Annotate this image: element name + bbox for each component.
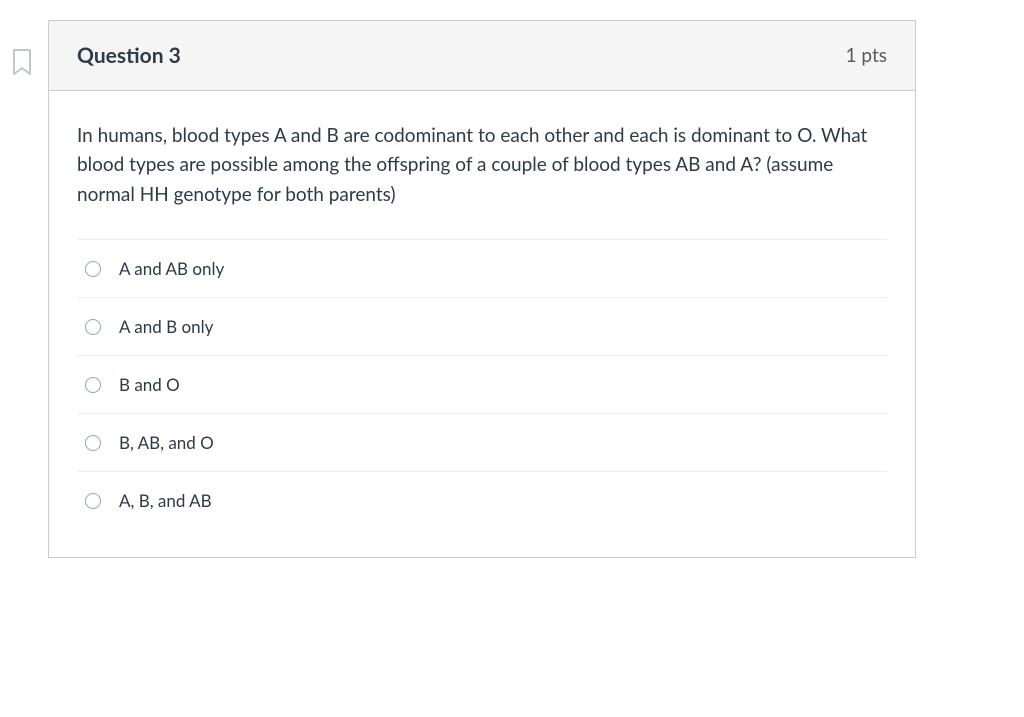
- radio-icon[interactable]: [85, 319, 101, 335]
- answer-option[interactable]: A and AB only: [77, 239, 887, 297]
- answer-label: A and AB only: [119, 258, 224, 279]
- radio-icon[interactable]: [85, 377, 101, 393]
- answer-label: B and O: [119, 374, 180, 395]
- question-title: Question 3: [77, 43, 181, 68]
- question-points: 1 pts: [846, 44, 887, 67]
- answer-label: A, B, and AB: [119, 490, 212, 511]
- answer-label: B, AB, and O: [119, 432, 214, 453]
- radio-icon[interactable]: [85, 493, 101, 509]
- answer-option[interactable]: B and O: [77, 355, 887, 413]
- question-header: Question 3 1 pts: [49, 21, 915, 91]
- question-prompt: In humans, blood types A and B are codom…: [77, 121, 887, 209]
- answer-label: A and B only: [119, 316, 213, 337]
- question-card: Question 3 1 pts In humans, blood types …: [48, 20, 916, 558]
- radio-icon[interactable]: [85, 435, 101, 451]
- answer-list: A and AB only A and B only B and O B, AB…: [77, 239, 887, 529]
- answer-option[interactable]: A, B, and AB: [77, 471, 887, 529]
- answer-option[interactable]: B, AB, and O: [77, 413, 887, 471]
- question-body: In humans, blood types A and B are codom…: [49, 91, 915, 557]
- bookmark-icon: [10, 48, 38, 78]
- answer-option[interactable]: A and B only: [77, 297, 887, 355]
- radio-icon[interactable]: [85, 261, 101, 277]
